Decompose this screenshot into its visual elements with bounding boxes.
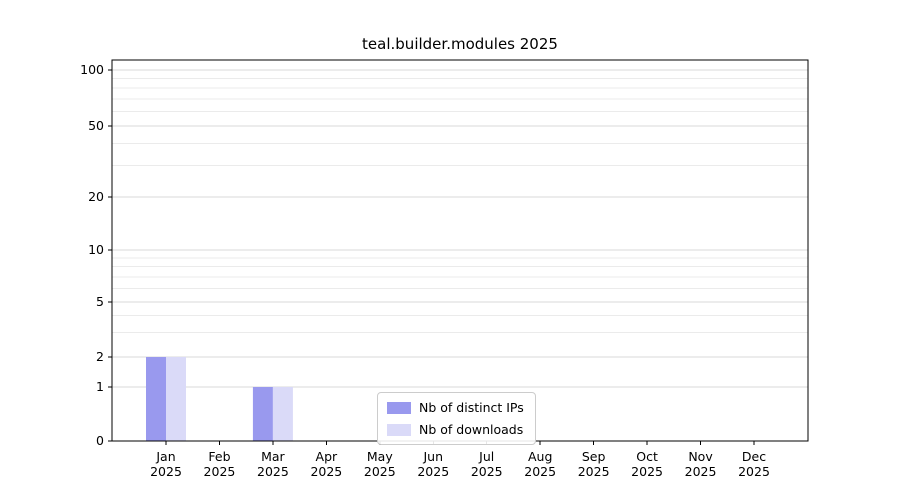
bar-nb-of-distinct-ips-jan [146, 357, 166, 441]
x-tick-label-month: Oct [636, 449, 658, 464]
x-tick-label-month: Jun [423, 449, 444, 464]
x-tick-label-year: 2025 [738, 464, 770, 479]
x-tick-label-year: 2025 [685, 464, 717, 479]
x-tick-label-year: 2025 [364, 464, 396, 479]
legend-swatch-downloads [387, 423, 411, 436]
x-tick-label-year: 2025 [150, 464, 182, 479]
x-tick-label-year: 2025 [631, 464, 663, 479]
y-tick-label: 50 [88, 118, 104, 133]
x-tick-label-year: 2025 [524, 464, 556, 479]
x-tick-label-month: Nov [688, 449, 713, 464]
legend-swatch-distinct-ips [387, 401, 411, 414]
bar-nb-of-downloads-mar [272, 387, 293, 441]
x-tick-label-year: 2025 [417, 464, 449, 479]
y-tick-label: 5 [96, 294, 104, 309]
y-tick-label: 1 [96, 379, 104, 394]
bar-nb-of-distinct-ips-mar [252, 387, 273, 441]
y-tick-label: 0 [96, 433, 104, 448]
y-tick-label: 10 [88, 242, 104, 257]
x-tick-label-month: Mar [261, 449, 285, 464]
x-tick-label-month: Aug [528, 449, 552, 464]
x-tick-label-month: Sep [582, 449, 606, 464]
legend-row-distinct-ips: Nb of distinct IPs [387, 400, 524, 415]
legend-label-distinct-ips: Nb of distinct IPs [419, 400, 524, 415]
chart-title: teal.builder.modules 2025 [362, 35, 558, 53]
bar-nb-of-downloads-jan [166, 357, 186, 441]
x-tick-label-month: Apr [316, 449, 338, 464]
x-tick-label-month: Dec [742, 449, 766, 464]
y-tick-label: 2 [96, 349, 104, 364]
x-tick-label-year: 2025 [204, 464, 236, 479]
x-tick-label-year: 2025 [310, 464, 342, 479]
x-tick-label-year: 2025 [257, 464, 289, 479]
x-tick-label-month: Jan [155, 449, 175, 464]
y-tick-label: 20 [88, 189, 104, 204]
x-tick-label-year: 2025 [578, 464, 610, 479]
x-tick-label-month: Feb [208, 449, 230, 464]
x-tick-label-year: 2025 [471, 464, 503, 479]
legend-label-downloads: Nb of downloads [419, 422, 524, 437]
legend: Nb of distinct IPs Nb of downloads [377, 392, 536, 445]
legend-row-downloads: Nb of downloads [387, 422, 524, 437]
y-tick-label: 100 [80, 62, 104, 77]
x-tick-label-month: Jul [478, 449, 494, 464]
x-tick-label-month: May [367, 449, 393, 464]
